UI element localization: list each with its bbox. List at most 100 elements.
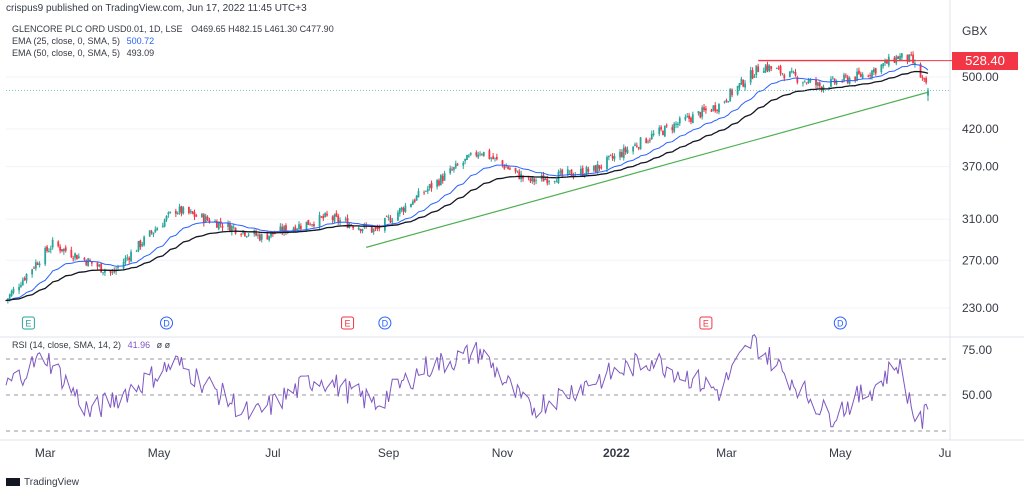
- candle-body: [796, 77, 799, 83]
- candle-body: [606, 157, 608, 170]
- rsi-legend: RSI (14, close, SMA, 14, 2) 41.96 ø ø: [12, 340, 170, 350]
- time-tick-label: Mar: [716, 446, 737, 460]
- footer-brand-text: TradingView: [24, 477, 80, 488]
- candle-body: [749, 70, 752, 83]
- candle-body: [221, 226, 224, 228]
- candle-body: [137, 241, 140, 251]
- indicator-lines: [5, 59, 952, 302]
- candle-body: [438, 180, 440, 186]
- candle-body: [861, 74, 864, 79]
- price-tick-label: 310.00: [962, 212, 999, 226]
- rsi-tick-label: 50.00: [962, 388, 992, 402]
- candle-body: [494, 157, 496, 159]
- candle-body: [503, 164, 506, 169]
- time-tick-label: May: [829, 446, 852, 460]
- candle-body: [501, 160, 504, 165]
- candle-body: [12, 288, 15, 293]
- rsi-label: RSI (14, close, SMA, 14, 2): [12, 340, 122, 350]
- candle-body: [609, 154, 612, 156]
- candle-body: [130, 251, 132, 262]
- candle-body: [846, 76, 849, 83]
- candle-body: [331, 216, 334, 221]
- candle-body: [611, 156, 614, 159]
- candle-body: [104, 270, 106, 273]
- event-marker-label: D: [382, 319, 389, 329]
- candle-body: [781, 73, 784, 75]
- candle-body: [59, 246, 62, 251]
- candle-body: [647, 141, 649, 143]
- candle-body: [596, 164, 599, 174]
- candle-body: [10, 291, 13, 297]
- candle-body: [816, 82, 819, 86]
- candle-body: [677, 123, 679, 126]
- candle-body: [581, 168, 584, 177]
- candle-body: [516, 170, 519, 172]
- candle-body: [622, 147, 625, 158]
- grid: [0, 0, 1024, 441]
- ema50-label: EMA (50, close, 0, SMA, 5): [12, 48, 121, 58]
- candle-body: [716, 110, 718, 111]
- symbol-label: GLENCORE PLC ORD USD0.01, 1D, LSE: [12, 24, 183, 34]
- candle-body: [912, 54, 914, 63]
- candle-body: [783, 75, 786, 79]
- candle-body: [387, 216, 390, 218]
- candle-body: [49, 248, 52, 250]
- candle-body: [822, 86, 825, 90]
- candle-body: [712, 105, 715, 111]
- candle-body: [374, 227, 377, 229]
- candle-body: [344, 219, 347, 220]
- candle-body: [320, 216, 323, 218]
- candle-body: [568, 170, 571, 172]
- candle-body: [704, 108, 707, 111]
- candle-body: [195, 215, 198, 217]
- candle-body: [376, 227, 379, 229]
- candle-body: [232, 226, 235, 228]
- candle-body: [61, 249, 63, 252]
- candle-body: [729, 89, 732, 102]
- rsi-line: [5, 334, 929, 429]
- publisher-line: crispus9 published on TradingView.com, J…: [6, 3, 307, 14]
- candle-body: [335, 212, 338, 217]
- candle-body: [753, 76, 756, 78]
- candle-body: [102, 272, 104, 274]
- candle-body: [809, 79, 812, 82]
- candle-body: [270, 231, 272, 237]
- candle-body: [245, 236, 248, 237]
- candle-body: [188, 207, 190, 214]
- candle-body: [464, 158, 467, 162]
- ohlc-values: O469.65 H482.15 L461.30 C477.90: [191, 24, 334, 34]
- candle-body: [33, 267, 35, 269]
- candle-body: [805, 82, 808, 84]
- candle-body: [202, 214, 205, 224]
- candle-body: [859, 73, 862, 77]
- resistance-price-badge: 528.40: [952, 52, 1018, 70]
- candle-body: [872, 69, 875, 73]
- candle-body: [727, 101, 730, 103]
- candle-body: [639, 137, 642, 150]
- currency-label: GBX: [962, 24, 988, 38]
- candle-body: [204, 215, 207, 223]
- candle-body: [411, 201, 414, 205]
- candle-body: [626, 149, 629, 154]
- candle-body: [397, 212, 399, 221]
- candle-body: [794, 72, 797, 76]
- candle-body: [492, 156, 495, 160]
- candle-body: [87, 258, 90, 267]
- candle-body: [443, 173, 446, 181]
- price-tick-label: 500.00: [962, 70, 999, 84]
- candle-body: [833, 79, 836, 84]
- candle-body: [770, 66, 773, 69]
- candle-body: [607, 155, 610, 158]
- candle-body: [703, 107, 705, 111]
- candle-body: [566, 169, 569, 176]
- candle-body: [139, 240, 142, 248]
- candle-body: [598, 165, 601, 169]
- candle-body: [70, 249, 73, 258]
- candle-body: [201, 213, 203, 218]
- ema25-value: 500.72: [126, 36, 155, 46]
- candle-body: [527, 177, 530, 179]
- candle-body: [318, 214, 321, 227]
- candle-body: [111, 272, 114, 273]
- candle-body: [415, 195, 418, 201]
